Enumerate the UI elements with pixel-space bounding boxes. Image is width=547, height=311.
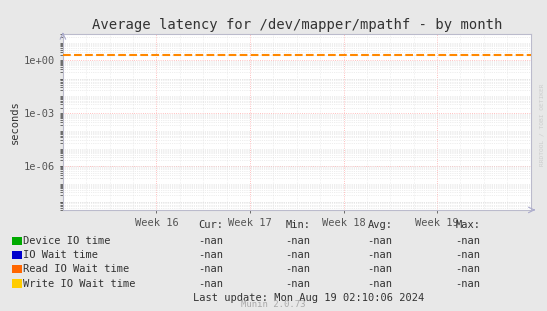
Text: RRDTOOL / TOBI OETIKER: RRDTOOL / TOBI OETIKER (539, 83, 544, 166)
Text: -nan: -nan (286, 236, 311, 246)
Y-axis label: seconds: seconds (10, 100, 20, 144)
Text: -nan: -nan (286, 279, 311, 289)
Text: -nan: -nan (368, 250, 393, 260)
Text: Avg:: Avg: (368, 220, 393, 230)
Text: Munin 2.0.73: Munin 2.0.73 (241, 299, 306, 309)
Text: Min:: Min: (286, 220, 311, 230)
Text: -nan: -nan (455, 236, 480, 246)
Text: Write IO Wait time: Write IO Wait time (23, 279, 136, 289)
Text: -nan: -nan (198, 279, 223, 289)
Text: Last update: Mon Aug 19 02:10:06 2024: Last update: Mon Aug 19 02:10:06 2024 (194, 293, 424, 303)
Text: Read IO Wait time: Read IO Wait time (23, 264, 129, 274)
Text: -nan: -nan (198, 264, 223, 274)
Text: Max:: Max: (455, 220, 480, 230)
Text: Device IO time: Device IO time (23, 236, 110, 246)
Text: -nan: -nan (286, 264, 311, 274)
Text: -nan: -nan (368, 236, 393, 246)
Text: -nan: -nan (368, 279, 393, 289)
Text: -nan: -nan (286, 250, 311, 260)
Title: Average latency for /dev/mapper/mpathf - by month: Average latency for /dev/mapper/mpathf -… (91, 18, 502, 32)
Text: -nan: -nan (368, 264, 393, 274)
Text: Cur:: Cur: (198, 220, 223, 230)
Text: IO Wait time: IO Wait time (23, 250, 98, 260)
Text: -nan: -nan (455, 250, 480, 260)
Text: -nan: -nan (455, 264, 480, 274)
Text: -nan: -nan (198, 236, 223, 246)
Text: -nan: -nan (198, 250, 223, 260)
Text: -nan: -nan (455, 279, 480, 289)
